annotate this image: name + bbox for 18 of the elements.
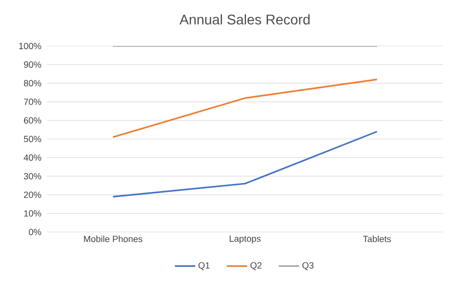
legend-label: Q3 xyxy=(302,262,314,270)
y-tick-label: 80% xyxy=(24,80,42,86)
y-tick-label: 70% xyxy=(24,98,42,105)
legend-label: Q1 xyxy=(198,262,210,270)
y-tick-label: 40% xyxy=(24,154,42,161)
y-tick-label: 90% xyxy=(24,61,42,68)
y-tick-label: 30% xyxy=(24,173,42,180)
x-tick-label: Mobile Phones xyxy=(84,236,142,242)
x-tick-label: Tablets xyxy=(363,236,391,242)
y-tick-label: 100% xyxy=(19,42,42,50)
chart-title: Annual Sales Record xyxy=(180,14,310,25)
x-tick-label: Laptops xyxy=(230,236,261,244)
y-tick-label: 0% xyxy=(28,228,42,236)
y-tick-label: 10% xyxy=(24,210,42,217)
legend-label: Q2 xyxy=(250,262,262,270)
y-tick-label: 60% xyxy=(24,117,42,124)
y-tick-label: 50% xyxy=(24,136,42,142)
y-tick-label: 20% xyxy=(24,192,42,198)
